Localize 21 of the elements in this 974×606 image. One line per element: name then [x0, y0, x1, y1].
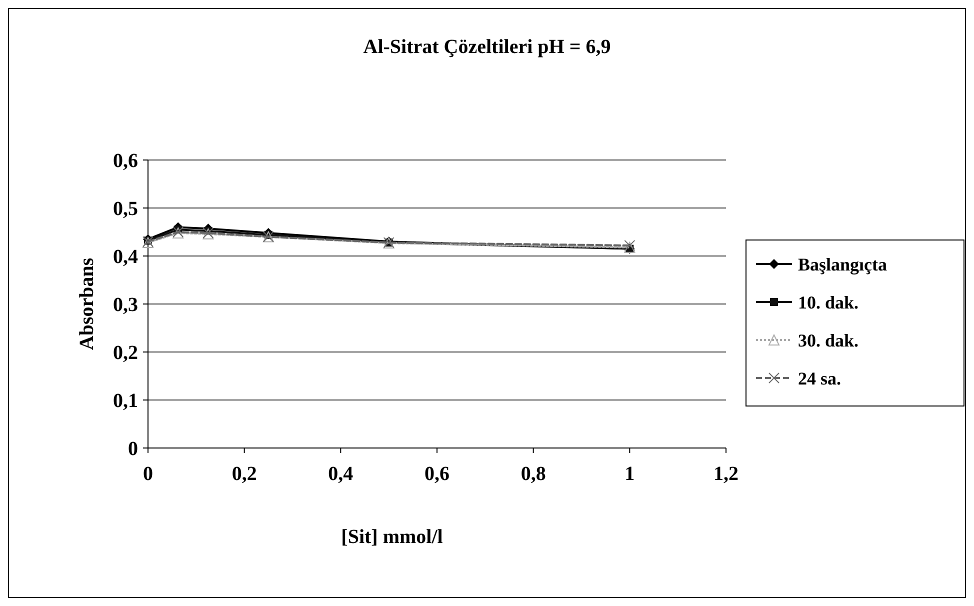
x-axis-title: [Sit] mmol/l	[341, 526, 444, 548]
x-tick-label: 0,6	[424, 463, 450, 485]
y-tick-label: 0,6	[113, 150, 138, 172]
y-tick-label: 0,5	[113, 198, 138, 220]
legend-label: 30. dak.	[798, 330, 859, 350]
x-tick-label: 1,2	[714, 463, 738, 485]
y-tick-label: 0,4	[113, 246, 138, 268]
x-tick-label: 0,4	[328, 463, 354, 485]
y-tick-label: 0,2	[113, 342, 138, 364]
chart-title: Al-Sitrat Çözeltileri pH = 6,9	[363, 36, 611, 58]
legend-label: Başlangıçta	[798, 254, 888, 274]
y-tick-label: 0,1	[113, 390, 138, 412]
legend-label: 10. dak.	[798, 292, 859, 312]
y-axis-title: Absorbans	[76, 258, 98, 350]
x-tick-label: 0	[143, 463, 153, 485]
y-tick-label: 0	[128, 438, 138, 460]
x-tick-label: 1	[624, 463, 635, 485]
y-tick-label: 0,3	[113, 294, 138, 316]
legend-label: 24 sa.	[798, 368, 842, 388]
x-tick-label: 0,8	[520, 463, 546, 485]
x-tick-label: 0,2	[232, 463, 257, 485]
